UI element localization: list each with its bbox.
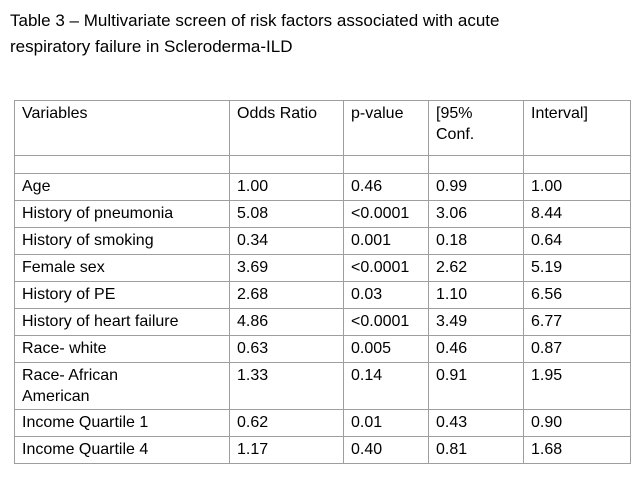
cell-variable: History of pneumonia: [14, 200, 230, 228]
cell-conf-high: 6.77: [523, 308, 631, 336]
cell-variable: Female sex: [14, 254, 230, 282]
risk-factors-table: Variables Odds Ratio p-value [95% Conf. …: [14, 100, 631, 464]
header-conf-high: Interval]: [523, 100, 631, 156]
cell-conf-low: 3.49: [428, 308, 524, 336]
table-row: Age 1.00 0.46 0.99 1.00: [14, 173, 631, 201]
cell-conf-high: 0.64: [523, 227, 631, 255]
cell-variable: Race- white: [14, 335, 230, 363]
cell-variable: Income Quartile 1: [14, 409, 230, 437]
table-row: Race- African American 1.33 0.14 0.91 1.95: [14, 362, 631, 410]
cell-conf-high: 8.44: [523, 200, 631, 228]
cell-p-value: 0.14: [343, 362, 429, 410]
table-row: History of smoking 0.34 0.001 0.18 0.64: [14, 227, 631, 255]
cell-variable: History of smoking: [14, 227, 230, 255]
cell-conf-high: 1.68: [523, 436, 631, 464]
cell-p-value: 0.40: [343, 436, 429, 464]
cell-p-value: <0.0001: [343, 200, 429, 228]
cell-odds-ratio: 0.34: [229, 227, 344, 255]
cell-conf-low: 0.18: [428, 227, 524, 255]
empty-cell: [523, 155, 631, 174]
cell-variable: Race- African American: [14, 362, 230, 410]
cell-conf-low: 0.43: [428, 409, 524, 437]
cell-variable: Age: [14, 173, 230, 201]
cell-p-value: 0.46: [343, 173, 429, 201]
cell-p-value: 0.01: [343, 409, 429, 437]
cell-odds-ratio: 1.33: [229, 362, 344, 410]
empty-cell: [428, 155, 524, 174]
table-row: Income Quartile 4 1.17 0.40 0.81 1.68: [14, 436, 631, 464]
cell-conf-low: 3.06: [428, 200, 524, 228]
cell-p-value: <0.0001: [343, 254, 429, 282]
empty-row: [14, 155, 631, 174]
header-conf-low: [95% Conf.: [428, 100, 524, 156]
header-p-value: p-value: [343, 100, 429, 156]
table-row: Female sex 3.69 <0.0001 2.62 5.19: [14, 254, 631, 282]
cell-variable: History of PE: [14, 281, 230, 309]
cell-odds-ratio: 0.62: [229, 409, 344, 437]
table-body: Variables Odds Ratio p-value [95% Conf. …: [14, 100, 631, 464]
cell-conf-low: 0.91: [428, 362, 524, 410]
cell-conf-high: 5.19: [523, 254, 631, 282]
cell-conf-high: 1.00: [523, 173, 631, 201]
empty-cell: [343, 155, 429, 174]
cell-conf-low: 2.62: [428, 254, 524, 282]
cell-p-value: <0.0001: [343, 308, 429, 336]
table-row: History of pneumonia 5.08 <0.0001 3.06 8.44: [14, 200, 631, 228]
cell-conf-low: 0.81: [428, 436, 524, 464]
cell-p-value: 0.03: [343, 281, 429, 309]
header-odds-ratio: Odds Ratio: [229, 100, 344, 156]
cell-odds-ratio: 1.00: [229, 173, 344, 201]
table-caption: Table 3 – Multivariate screen of risk fa…: [10, 11, 500, 56]
cell-odds-ratio: 0.63: [229, 335, 344, 363]
empty-cell: [229, 155, 344, 174]
header-variables: Variables: [14, 100, 230, 156]
cell-conf-low: 0.99: [428, 173, 524, 201]
cell-conf-high: 1.95: [523, 362, 631, 410]
table-row: Income Quartile 1 0.62 0.01 0.43 0.90: [14, 409, 631, 437]
cell-p-value: 0.005: [343, 335, 429, 363]
cell-odds-ratio: 3.69: [229, 254, 344, 282]
cell-conf-high: 6.56: [523, 281, 631, 309]
cell-conf-low: 0.46: [428, 335, 524, 363]
cell-odds-ratio: 4.86: [229, 308, 344, 336]
table-row: History of PE 2.68 0.03 1.10 6.56: [14, 281, 631, 309]
cell-p-value: 0.001: [343, 227, 429, 255]
cell-odds-ratio: 2.68: [229, 281, 344, 309]
cell-conf-low: 1.10: [428, 281, 524, 309]
cell-variable: History of heart failure: [14, 308, 230, 336]
cell-odds-ratio: 5.08: [229, 200, 344, 228]
empty-cell: [14, 155, 230, 174]
header-row: Variables Odds Ratio p-value [95% Conf. …: [14, 100, 631, 156]
table-row: Race- white 0.63 0.005 0.46 0.87: [14, 335, 631, 363]
cell-conf-high: 0.90: [523, 409, 631, 437]
cell-conf-high: 0.87: [523, 335, 631, 363]
cell-variable: Income Quartile 4: [14, 436, 230, 464]
cell-odds-ratio: 1.17: [229, 436, 344, 464]
table-row: History of heart failure 4.86 <0.0001 3.49 6…: [14, 308, 631, 336]
